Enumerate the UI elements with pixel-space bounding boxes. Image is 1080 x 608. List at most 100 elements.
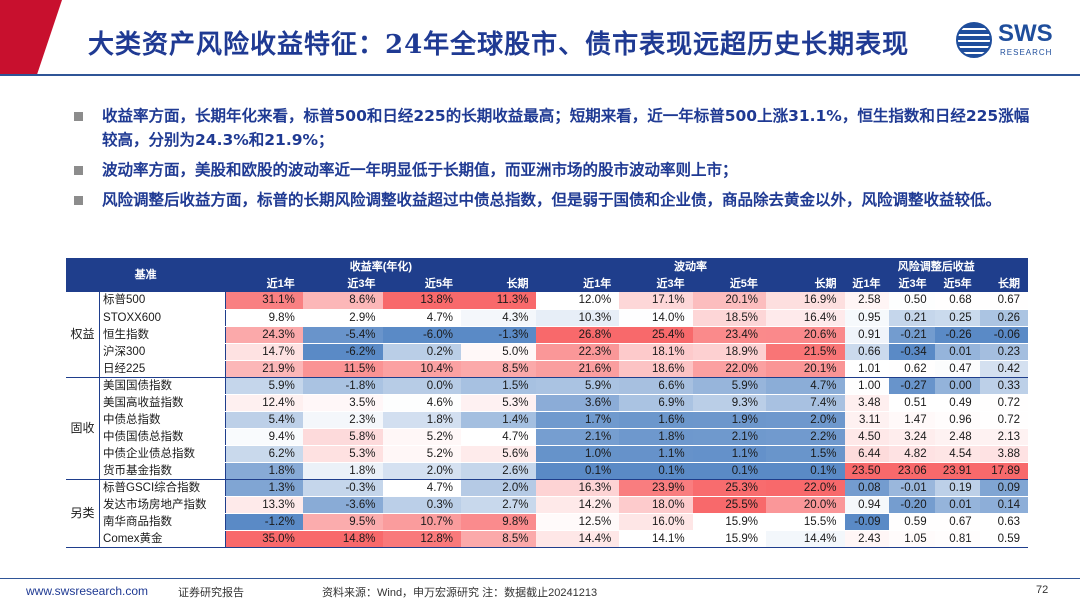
table-row: 南华商品指数 -1.2% 9.5% 10.7% 9.8% 12.5% 16.0% 15.9% 1… — [66, 513, 1028, 531]
table-cell-returns: 12.4% — [225, 394, 303, 412]
header-period: 长期 — [461, 275, 537, 292]
footer-source-note: 资料来源：Wind，申万宏源研究 注：数据截止20241213 — [322, 587, 598, 599]
header-risk-adjusted: 风险调整后收益 — [844, 258, 1028, 275]
table-cell-returns: 12.8% — [383, 530, 462, 548]
header-period: 近5年 — [383, 275, 462, 292]
bullet-item: 风险调整后收益方面，标普的长期风险调整收益超过中债总指数，但是弱于国债和企业债，… — [74, 188, 1034, 212]
table-cell-returns: 2.0% — [461, 479, 537, 497]
table-cell-vol: 12.5% — [536, 513, 620, 531]
table-cell-returns: 6.2% — [225, 445, 303, 463]
footer-website-link[interactable]: www.swsresearch.com — [26, 584, 149, 598]
table-cell-vol: 14.1% — [619, 530, 693, 548]
table-cell-vol: 16.4% — [765, 309, 845, 327]
table-cell-ra: 0.72 — [979, 411, 1028, 429]
header-period: 近1年 — [225, 275, 303, 292]
table-cell-ra: 0.01 — [934, 343, 980, 361]
table-cell-ra: 0.66 — [844, 343, 889, 361]
table-cell-vol: 1.9% — [692, 411, 766, 429]
table-cell-vol: 12.0% — [536, 292, 620, 310]
benchmark-name: STOXX600 — [99, 309, 226, 327]
table-cell-vol: 15.9% — [692, 530, 766, 548]
table-cell-returns: 9.5% — [302, 513, 384, 531]
table-cell-ra: 0.67 — [979, 292, 1028, 310]
benchmark-name: 中债国债总指数 — [99, 428, 226, 446]
table-cell-returns: 0.3% — [383, 496, 462, 514]
table-cell-ra: 0.08 — [844, 479, 889, 497]
table-cell-returns: 5.8% — [302, 428, 384, 446]
table-row: STOXX600 9.8% 2.9% 4.7% 4.3% 10.3% 14.0% 18.5% 1… — [66, 309, 1028, 327]
table-cell-vol: 14.4% — [536, 530, 620, 548]
table-cell-returns: 1.8% — [225, 462, 303, 480]
logo-subtext: RESEARCH — [1000, 48, 1053, 57]
table-body: 权益 标普500 31.1% 8.6% 13.8% 11.3% 12.0% 17.1% 20.1… — [66, 292, 1028, 548]
table-cell-ra: 0.96 — [934, 411, 980, 429]
table-cell-vol: 14.4% — [765, 530, 845, 548]
benchmark-name: 标普GSCI综合指数 — [99, 479, 226, 497]
table-cell-vol: 20.6% — [765, 326, 845, 344]
benchmark-name: 美国高收益指数 — [99, 394, 226, 412]
table-cell-vol: 16.9% — [765, 292, 845, 310]
benchmark-name: Comex黄金 — [99, 530, 226, 548]
header-period: 长期 — [765, 275, 845, 292]
title-accent-shape — [0, 0, 62, 74]
table-cell-vol: 18.5% — [692, 309, 766, 327]
benchmark-name: 中债企业债总指数 — [99, 445, 226, 463]
table-cell-vol: 6.6% — [619, 377, 693, 395]
header-period: 近5年 — [934, 275, 980, 292]
table-cell-returns: 2.0% — [383, 462, 462, 480]
table-cell-vol: 1.1% — [692, 445, 766, 463]
table-cell-ra: 4.54 — [934, 445, 980, 463]
table-cell-vol: 1.1% — [619, 445, 693, 463]
table-cell-returns: 3.5% — [302, 394, 384, 412]
header-returns: 收益率(年化) — [225, 258, 537, 275]
table-cell-returns: 14.7% — [225, 343, 303, 361]
bullet-item: 波动率方面，美股和欧股的波动率近一年明显低于长期值，而亚洲市场的股市波动率则上市… — [74, 158, 1034, 182]
table-cell-vol: 0.1% — [765, 462, 845, 480]
table-cell-vol: 10.3% — [536, 309, 620, 327]
table-cell-returns: -1.2% — [225, 513, 303, 531]
table-cell-vol: 14.0% — [619, 309, 693, 327]
table-cell-ra: 1.01 — [844, 360, 889, 378]
table-cell-returns: 1.8% — [383, 411, 462, 429]
benchmark-name: 沪深300 — [99, 343, 226, 361]
table-cell-vol: 14.2% — [536, 496, 620, 514]
table-cell-ra: 0.01 — [934, 496, 980, 514]
table-cell-ra: 0.00 — [934, 377, 980, 395]
table-cell-vol: 15.5% — [765, 513, 845, 531]
header-period: 近3年 — [619, 275, 693, 292]
table-cell-returns: 0.2% — [383, 343, 462, 361]
table-cell-returns: 2.6% — [461, 462, 537, 480]
risk-return-table-container: 基准 收益率(年化) 波动率 风险调整后收益 近1年 近3年 近5年 长期 近1… — [66, 258, 1028, 548]
table-cell-ra: 0.14 — [979, 496, 1028, 514]
table-row: 发达市场房地产指数 13.3% -3.6% 0.3% 2.7% 14.2% 18.0% 25.… — [66, 496, 1028, 514]
table-cell-vol: 17.1% — [619, 292, 693, 310]
table-cell-ra: -0.20 — [888, 496, 935, 514]
table-row: 美国高收益指数 12.4% 3.5% 4.6% 5.3% 3.6% 6.9% 9.3% 7.4%… — [66, 394, 1028, 412]
table-cell-returns: 5.2% — [383, 445, 462, 463]
table-cell-ra: 0.25 — [934, 309, 980, 327]
table-cell-ra: 23.91 — [934, 462, 980, 480]
table-cell-ra: -0.09 — [844, 513, 889, 531]
table-cell-returns: 5.3% — [302, 445, 384, 463]
table-row: 另类 标普GSCI综合指数 1.3% -0.3% 4.7% 2.0% 16.3% 23.9% 2… — [66, 479, 1028, 548]
table-cell-ra: 23.50 — [844, 462, 889, 480]
table-cell-vol: 1.7% — [536, 411, 620, 429]
table-cell-ra: 6.44 — [844, 445, 889, 463]
table-cell-vol: 21.6% — [536, 360, 620, 378]
table-cell-ra: 0.49 — [934, 394, 980, 412]
table-cell-ra: 3.11 — [844, 411, 889, 429]
footer-divider — [0, 578, 1080, 579]
table-group-header-row: 基准 收益率(年化) 波动率 风险调整后收益 — [66, 258, 1028, 292]
asset-group-label: 权益 — [66, 292, 101, 378]
table-cell-vol: 1.8% — [619, 428, 693, 446]
table-cell-ra: 0.62 — [888, 360, 935, 378]
table-cell-returns: 21.9% — [225, 360, 303, 378]
table-row: 货币基金指数 1.8% 1.8% 2.0% 2.6% 0.1% 0.1% 0.1% 0.1% 23… — [66, 462, 1028, 480]
table-cell-ra: -0.27 — [888, 377, 935, 395]
table-cell-ra: 0.91 — [844, 326, 889, 344]
table-row: 日经225 21.9% 11.5% 10.4% 8.5% 21.6% 18.6% 22.0% 2… — [66, 360, 1028, 378]
table-cell-returns: 5.4% — [225, 411, 303, 429]
table-cell-returns: 24.3% — [225, 326, 303, 344]
table-cell-returns: -5.4% — [302, 326, 384, 344]
table-cell-vol: 22.3% — [536, 343, 620, 361]
